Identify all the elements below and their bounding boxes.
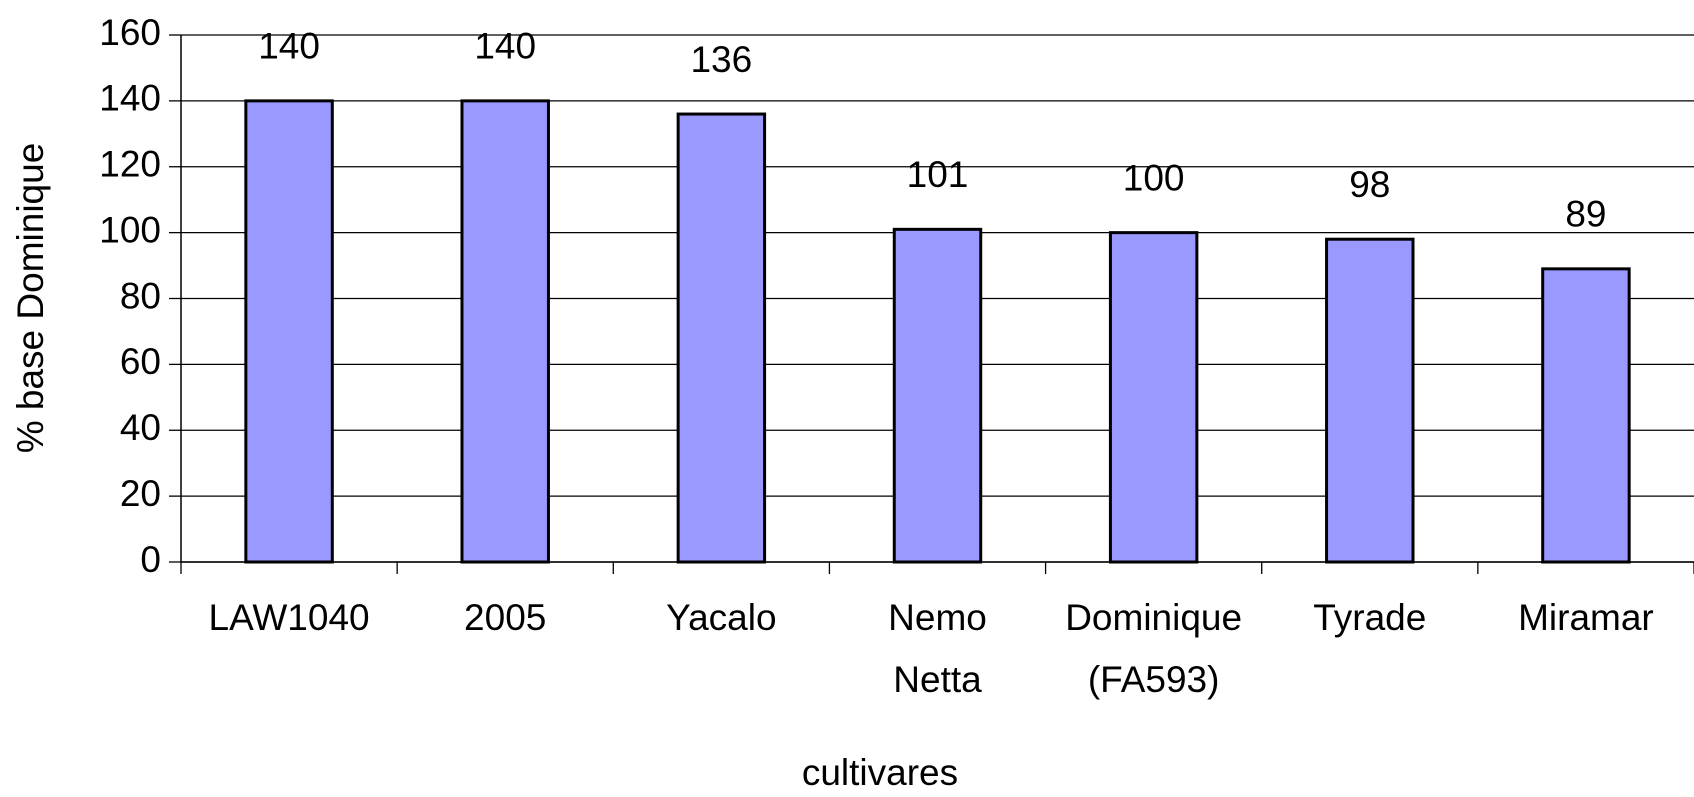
data-label: 136: [690, 39, 752, 80]
data-label: 140: [474, 26, 536, 67]
bar: [460, 99, 550, 564]
x-tick-label: LAW1040: [208, 597, 370, 638]
bar: [1325, 237, 1415, 564]
y-tick-label: 80: [120, 275, 161, 316]
data-label: 101: [907, 154, 969, 195]
data-label: 140: [258, 26, 320, 67]
y-tick-label: 40: [120, 407, 161, 448]
bar: [1541, 267, 1631, 564]
y-axis-title: % base Dominique: [10, 143, 51, 454]
x-tick-label: Nemo Netta: [888, 597, 987, 700]
data-label: 98: [1349, 164, 1390, 205]
data-label: 89: [1565, 194, 1606, 235]
y-tick-label: 20: [120, 473, 161, 514]
bar: [892, 227, 983, 564]
y-tick-label: 60: [120, 341, 161, 382]
x-tick-label: 2005: [464, 597, 547, 638]
x-tick-label: Yacalo: [666, 597, 777, 638]
y-tick-label: 0: [140, 539, 161, 580]
data-label: 100: [1123, 157, 1185, 198]
x-axis-title: cultivares: [802, 752, 958, 793]
y-tick-label: 100: [99, 209, 161, 250]
y-tick-label: 160: [99, 12, 161, 53]
y-tick-label: 120: [99, 144, 161, 185]
bar: [1108, 231, 1199, 564]
x-tick-label: Tyrade: [1313, 597, 1427, 638]
x-tick-label: Dominique (FA593): [1065, 597, 1243, 700]
y-tick-label: 140: [99, 78, 161, 119]
x-tick-label: Miramar: [1518, 597, 1654, 638]
bar: [676, 112, 767, 564]
bar: [244, 99, 334, 564]
